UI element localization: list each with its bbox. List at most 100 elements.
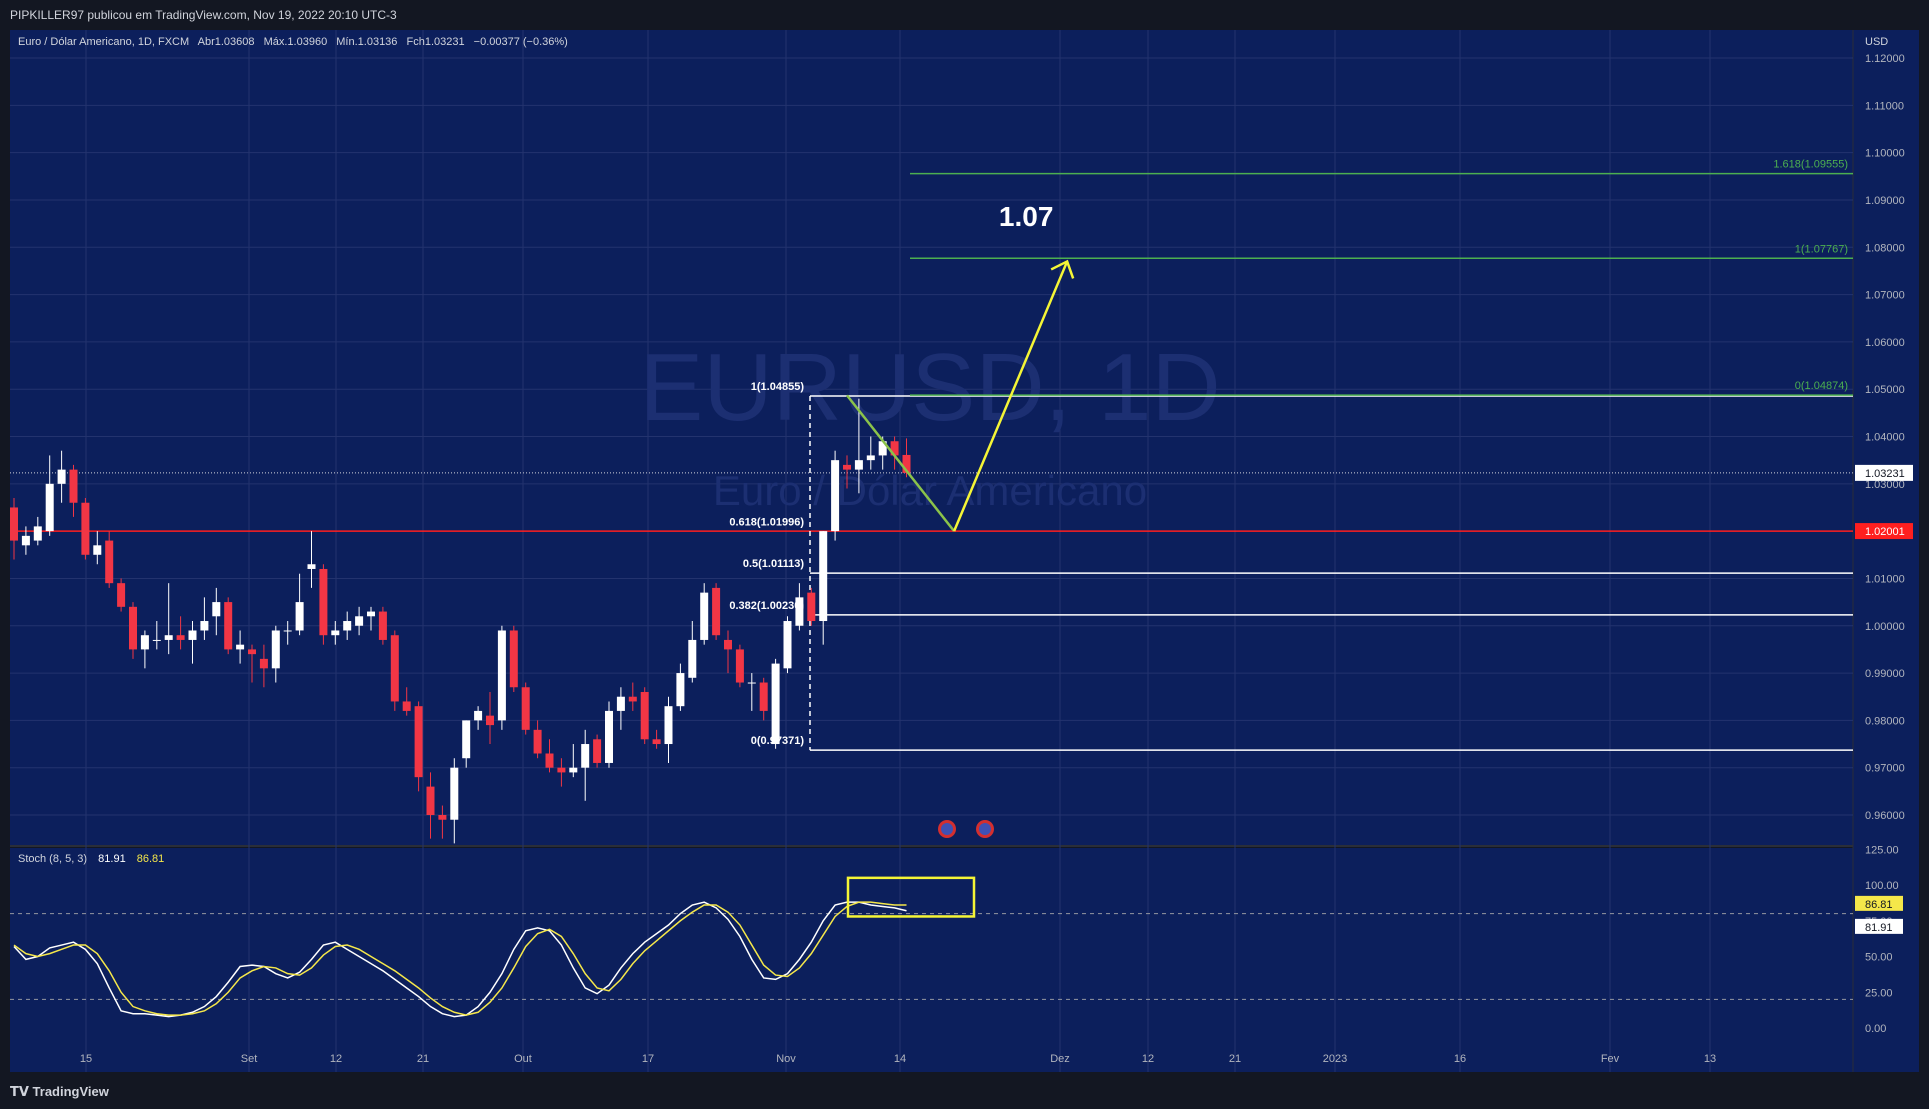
stoch-tick-label: 0.00 xyxy=(1865,1023,1886,1035)
support-price-tag xyxy=(1855,523,1913,540)
candle-body xyxy=(93,545,102,555)
candle-body xyxy=(497,630,506,721)
fibonacci-layer: 1(1.04855) 0.618(1.01996) 0.5(1.01113) 0.38… xyxy=(10,159,1853,751)
candle-body xyxy=(236,644,245,650)
stoch-legend: Stoch (8, 5, 3) 81.91 86.81 xyxy=(18,853,164,865)
overbought-highlight-box xyxy=(846,876,976,918)
candle-body xyxy=(117,583,126,607)
stoch-tick-label: 100.00 xyxy=(1865,880,1899,892)
price-tick-label: 0.96000 xyxy=(1865,810,1905,822)
candle-body xyxy=(283,630,292,632)
time-tick-label: 2023 xyxy=(1323,1053,1347,1065)
us-flag-event-icon-2-inner xyxy=(979,823,991,835)
candle-body xyxy=(224,602,233,650)
candle-body xyxy=(866,455,875,461)
time-axis: 15 Set 12 21 Out 17 Nov 14 Dez 12 21 2023 16 Fev 13 xyxy=(80,1053,1716,1065)
stoch-k-line xyxy=(13,901,907,1018)
price-tick-label: 1.11000 xyxy=(1865,100,1904,112)
time-tick-label: Nov xyxy=(776,1053,796,1065)
price-tick-label: 1.07000 xyxy=(1865,290,1905,302)
time-tick-label: 13 xyxy=(1704,1053,1716,1065)
candle-body xyxy=(45,483,54,532)
fib-extension-label: 1(1.07767) xyxy=(1795,243,1848,255)
candle-body xyxy=(57,469,66,484)
candle-body xyxy=(545,753,554,768)
candle-body xyxy=(569,767,578,773)
price-tick-label: 1.01000 xyxy=(1865,573,1905,585)
candle-body xyxy=(331,630,340,636)
candle-body xyxy=(771,663,780,745)
symbol-legend: Euro / Dólar Americano, 1D, FXCM Abr1.03… xyxy=(18,36,568,48)
candle-body xyxy=(747,682,756,684)
time-tick-label: Fev xyxy=(1601,1053,1620,1065)
candle-body xyxy=(212,602,221,617)
fib-retracement-label: 0.382(1.00230) xyxy=(729,600,804,612)
time-tick-label: 16 xyxy=(1454,1053,1466,1065)
candle-body xyxy=(628,696,637,702)
candle-body xyxy=(319,568,328,636)
candle-body xyxy=(10,507,18,541)
price-tick-label: 1.03000 xyxy=(1865,479,1905,491)
candle-body xyxy=(81,502,90,555)
candle-body xyxy=(735,649,744,683)
candle-body xyxy=(474,710,483,721)
price-tick-label: 0.99000 xyxy=(1865,668,1905,680)
projection-down-leg xyxy=(846,394,956,532)
stoch-d-tag xyxy=(1855,895,1903,911)
candle-body xyxy=(878,441,887,456)
candlestick-series xyxy=(10,398,911,844)
stoch-pane-background xyxy=(10,848,1853,1072)
stoch-tick-label: 25.00 xyxy=(1865,987,1893,999)
candle-body xyxy=(248,649,256,655)
candle-body xyxy=(712,587,721,636)
projection-target-label: 1.07 xyxy=(999,201,1054,232)
price-tick-label: 1.08000 xyxy=(1865,242,1905,254)
legend-low: 1.03136 xyxy=(358,36,398,48)
candle-body xyxy=(164,635,173,640)
stoch-k-tag-label: 81.91 xyxy=(1865,922,1893,934)
candle-body xyxy=(367,611,375,617)
price-tick-label: 1.04000 xyxy=(1865,432,1905,444)
candle-body xyxy=(307,564,316,569)
candle-body xyxy=(438,815,447,820)
candle-body xyxy=(724,639,732,650)
candle-body xyxy=(640,691,649,740)
fib-retracement-label: 0.618(1.01996) xyxy=(729,516,804,528)
stoch-k-tag xyxy=(1855,918,1903,934)
symbol-watermark: EURUSD, 1D Euro / Dólar Americano xyxy=(639,334,1220,514)
stoch-d-value: 86.81 xyxy=(137,853,165,865)
candle-body xyxy=(343,621,352,631)
time-tick-label: 21 xyxy=(417,1053,429,1065)
legend-open: 1.03608 xyxy=(215,36,255,48)
main-pane-background xyxy=(10,30,1853,845)
candle-body xyxy=(807,592,816,622)
fib-extension-label: 0(1.04874) xyxy=(1795,380,1848,392)
time-tick-label: 21 xyxy=(1229,1053,1241,1065)
stoch-tick-label: 125.00 xyxy=(1865,844,1899,856)
price-tick-label: 1.05000 xyxy=(1865,384,1905,396)
candle-body xyxy=(462,720,471,759)
tradingview-logo[interactable]: 𝗧𝗩 TradingView xyxy=(10,1084,109,1100)
candle-body xyxy=(581,744,590,768)
time-tick-label: 17 xyxy=(642,1053,654,1065)
legend-close-label: Fch xyxy=(406,36,424,48)
projection-layer: 1.07 xyxy=(846,201,1075,532)
time-tick-label: 12 xyxy=(330,1053,342,1065)
price-axis-currency: USD xyxy=(1865,36,1888,48)
footer-bar: 𝗧𝗩 TradingView xyxy=(0,1075,1929,1109)
candle-body xyxy=(402,701,411,711)
candle-body xyxy=(616,696,625,711)
candle-body xyxy=(605,710,613,763)
legend-high: 1.03960 xyxy=(287,36,327,48)
price-tick-label: 0.97000 xyxy=(1865,763,1905,775)
event-icons[interactable] xyxy=(938,820,994,838)
tradingview-logo-icon: 𝗧𝗩 xyxy=(10,1084,33,1099)
stoch-k-value: 81.91 xyxy=(98,853,126,865)
candle-body xyxy=(843,464,851,470)
fib-retracement-label: 0.5(1.01113) xyxy=(743,558,805,570)
candle-body xyxy=(795,597,804,626)
candle-body xyxy=(854,460,863,470)
candle-body xyxy=(271,630,280,669)
price-axis: 1.12000 1.11000 1.10000 1.09000 1.08000 1.070… xyxy=(1855,53,1913,822)
